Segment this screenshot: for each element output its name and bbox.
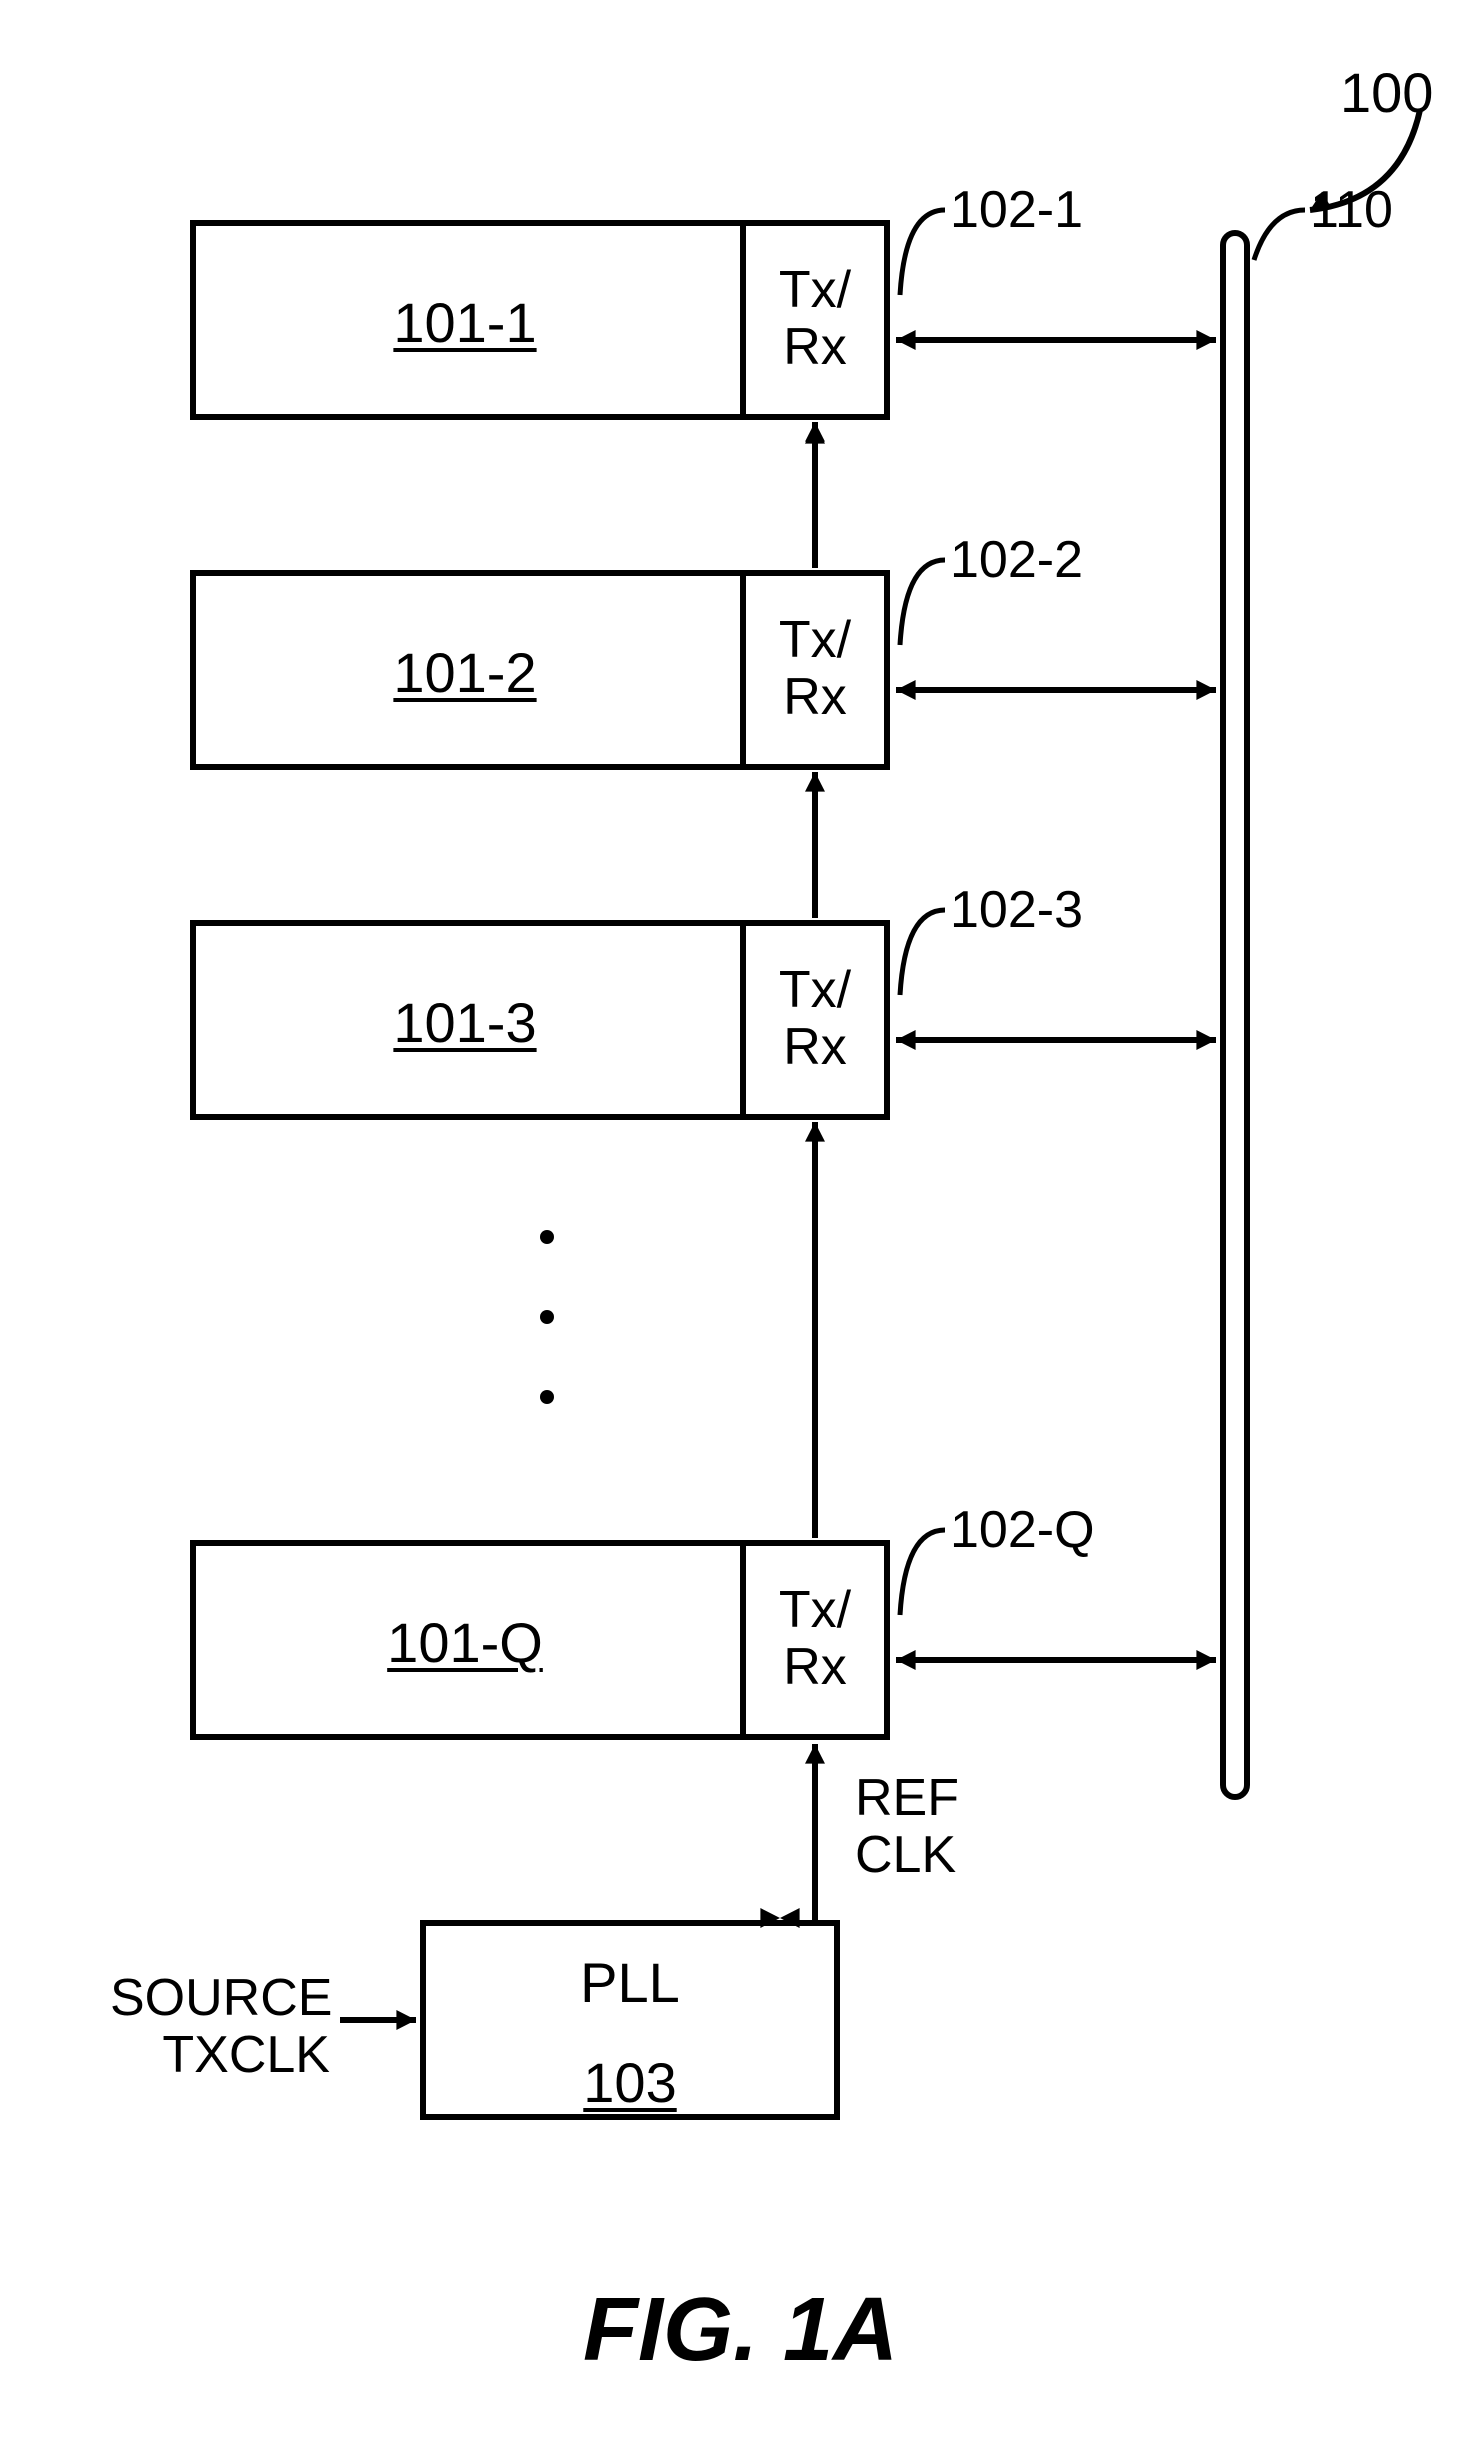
figure-caption: FIG. 1A: [0, 2279, 1481, 2382]
ref-clk-label: REFCLK: [855, 1770, 959, 1884]
